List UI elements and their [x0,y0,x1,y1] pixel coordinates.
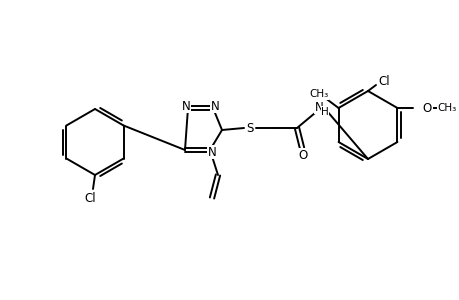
Text: N: N [210,100,219,112]
Text: CH₃: CH₃ [437,103,456,113]
Text: O: O [298,148,307,161]
Text: S: S [246,122,253,134]
Text: H: H [320,107,328,117]
Text: Cl: Cl [377,74,389,88]
Text: N: N [181,100,190,112]
Text: N: N [207,146,216,158]
Text: N: N [314,100,323,113]
Text: O: O [422,101,431,115]
Text: Cl: Cl [84,193,95,206]
Text: CH₃: CH₃ [308,89,327,99]
